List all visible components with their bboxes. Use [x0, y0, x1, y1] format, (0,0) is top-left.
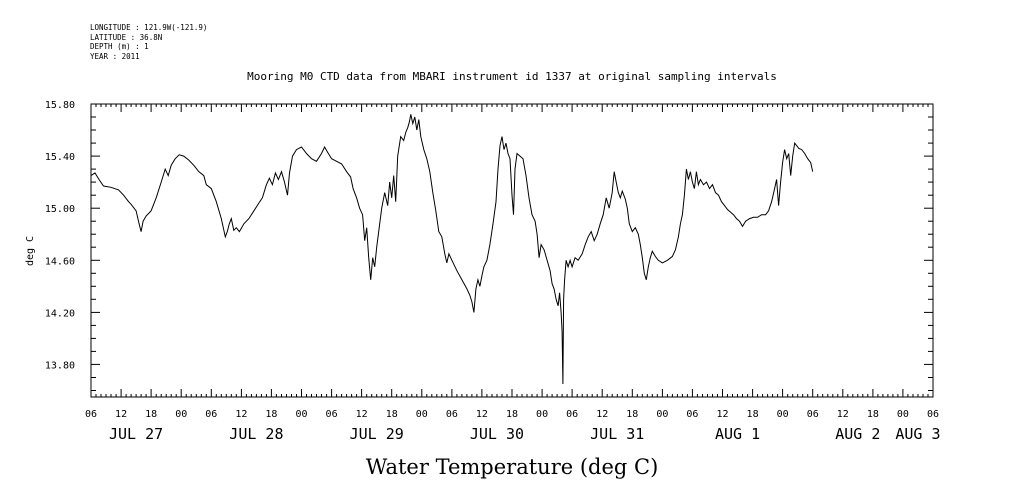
x-day-label: AUG 3	[895, 425, 940, 443]
x-tick-label: 18	[747, 409, 759, 420]
x-tick-label: 12	[235, 409, 247, 420]
x-tick-label: 00	[536, 409, 548, 420]
x-day-label: JUL 27	[109, 425, 163, 443]
longitude-text: LONGITUDE : 121.9W(-121.9)	[90, 23, 208, 32]
series-group	[90, 114, 814, 385]
x-day-label: JUL 28	[229, 425, 283, 443]
depth-text: DEPTH (m) : 1	[90, 42, 149, 51]
x-tick-label: 06	[326, 409, 338, 420]
y-tick-label: 15.40	[45, 152, 75, 163]
chart-title: Mooring M0 CTD data from MBARI instrumen…	[247, 70, 777, 83]
x-tick-label: 06	[446, 409, 458, 420]
y-tick-label: 14.60	[45, 256, 75, 267]
x-tick-label: 18	[867, 409, 879, 420]
x-day-label: JUL 30	[470, 425, 524, 443]
y-tick-label: 13.80	[45, 360, 75, 371]
x-tick-label: 18	[506, 409, 518, 420]
y-axis: 13.80 14.20 14.60 15.00 15.40 15.80	[45, 100, 933, 391]
y-tick-label: 15.00	[45, 204, 75, 215]
x-tick-label: 06	[85, 409, 97, 420]
x-tick-label: 06	[566, 409, 578, 420]
x-tick-label: 12	[837, 409, 849, 420]
y-tick-label: 15.80	[45, 100, 75, 111]
x-tick-label: 06	[686, 409, 698, 420]
x-tick-label: 12	[716, 409, 728, 420]
x-tick-label: 18	[626, 409, 638, 420]
x-day-label: JUL 29	[350, 425, 404, 443]
plot-frame	[90, 103, 934, 398]
x-tick-label: 06	[205, 409, 217, 420]
x-day-label: AUG 1	[715, 425, 760, 443]
x-day-label: AUG 2	[835, 425, 880, 443]
x-tick-label: 18	[386, 409, 398, 420]
year-text: YEAR : 2011	[90, 51, 140, 61]
latitude-text: LATITUDE : 36.8N	[90, 32, 163, 42]
x-tick-label: 00	[416, 409, 428, 420]
x-tick-label: 00	[777, 409, 789, 420]
x-tick-label: 06	[807, 409, 819, 420]
y-axis-label: deg C	[25, 236, 36, 266]
x-tick-label: 12	[596, 409, 608, 420]
x-tick-label: 06	[927, 409, 939, 420]
x-tick-label: 18	[145, 409, 157, 420]
x-tick-label: 12	[115, 409, 127, 420]
x-tick-label: 00	[897, 409, 909, 420]
x-tick-label: 18	[265, 409, 277, 420]
x-axis-label: Water Temperature (deg C)	[366, 455, 659, 479]
metadata-block: LONGITUDE : 121.9W(-121.9) LATITUDE : 36…	[90, 23, 207, 61]
x-tick-label: 12	[476, 409, 488, 420]
x-day-label: JUL 31	[590, 425, 644, 443]
x-tick-label: 00	[656, 409, 668, 420]
x-tick-label: 00	[175, 409, 187, 420]
x-axis: 06 12 18 00 06 12 18 00 06 12 18 00 06 12 18 00 06 12 18 00…	[85, 104, 941, 443]
x-tick-label: 12	[356, 409, 368, 420]
temperature-series-line	[90, 114, 814, 385]
y-tick-label: 14.20	[45, 308, 75, 319]
x-tick-label: 00	[295, 409, 307, 420]
